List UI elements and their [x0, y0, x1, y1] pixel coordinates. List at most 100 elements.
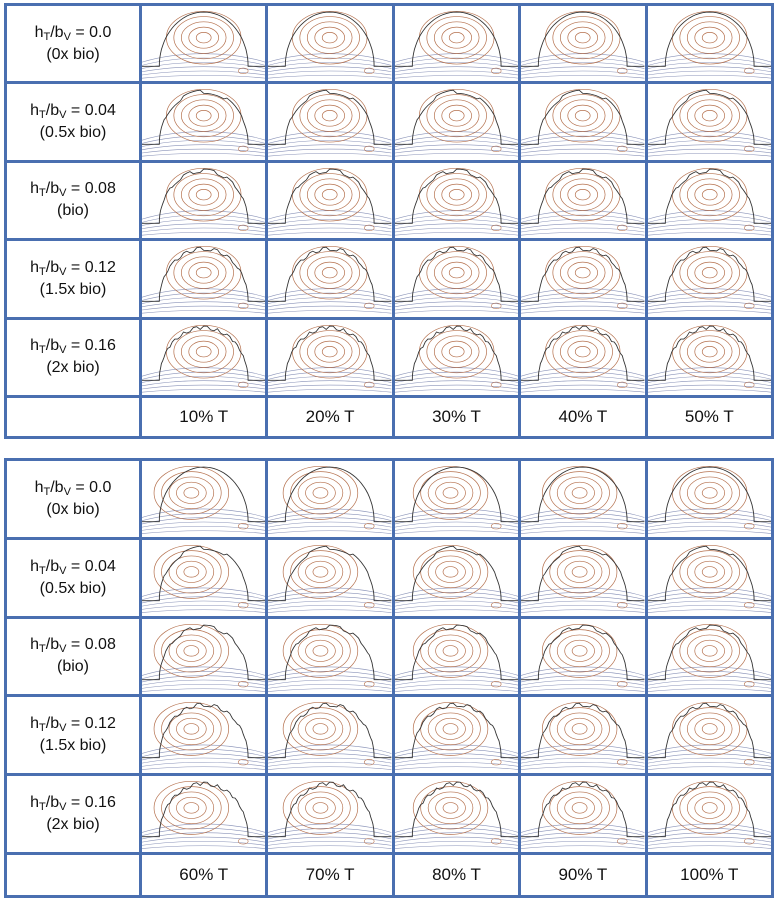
vortex-contour [545, 246, 621, 300]
secondary-vortex [237, 759, 249, 766]
vortex-contour [166, 167, 242, 222]
vortex-contour [679, 16, 740, 60]
flow-field-plot [394, 776, 519, 852]
outer-streamline [647, 227, 771, 233]
vortex-contour [313, 802, 329, 814]
vortex-contour [694, 340, 725, 363]
body-wall-outline [268, 624, 392, 680]
row-label-part: T [39, 187, 46, 200]
vortex-contour [426, 173, 487, 216]
outer-streamline [142, 223, 266, 229]
column-label: 10% T [142, 398, 266, 436]
bottom-figure-panel: hT/bV = 0.0 (0x bio) hT/bV = 0.04 (0.5x bio… [4, 458, 774, 898]
vortex-contour [435, 718, 466, 741]
vortex-contour [441, 340, 472, 363]
outer-streamline [521, 70, 645, 76]
outer-streamline [394, 596, 519, 603]
secondary-vortex [364, 146, 375, 153]
outer-streamline [394, 530, 519, 534]
outer-streamline [521, 845, 645, 850]
outer-streamline [521, 670, 645, 679]
secondary-vortex [364, 680, 375, 687]
outer-streamline [142, 841, 266, 846]
row-label-part: h [30, 794, 40, 812]
row-label-part: T [39, 564, 46, 577]
outer-streamline [394, 845, 519, 850]
flow-field-plot [268, 776, 392, 852]
outer-streamline [647, 305, 771, 311]
vortex-contour [166, 89, 242, 143]
row-label-part: = 0.04 [66, 557, 116, 575]
outer-streamline [521, 530, 645, 534]
vortex-contour [545, 10, 621, 65]
outer-streamline [647, 388, 771, 393]
row-label-description: (0.5x bio) [39, 579, 107, 597]
row-label-ratio: hT/bV = 0.16 [30, 792, 116, 814]
row-label-part: h [30, 557, 40, 575]
vortex-contour [671, 89, 747, 143]
body-wall-outline [521, 624, 645, 680]
vortex-contour [183, 487, 200, 499]
body-wall-outline [647, 246, 771, 302]
outer-streamline [142, 766, 266, 771]
outer-streamline [142, 380, 266, 386]
row-label-description: (bio) [56, 658, 89, 676]
outer-streamline [268, 223, 392, 229]
outer-streamline [647, 136, 771, 145]
outer-streamline [268, 766, 392, 771]
row-label-part: h [30, 102, 40, 120]
flow-field-plot [394, 697, 519, 774]
vortex-contour [173, 173, 234, 216]
row-label: hT/bV = 0.04 (0.5x bio) [7, 539, 139, 616]
body-wall-outline [394, 11, 519, 67]
streamline-plot-svg [268, 781, 392, 850]
vortex-contour [435, 797, 466, 819]
outer-streamline [268, 591, 392, 600]
vortex-contour [290, 786, 352, 830]
row-label-part: V [59, 564, 67, 577]
outer-streamline [268, 526, 392, 531]
outer-streamline [521, 214, 645, 223]
vortex-contour [701, 565, 718, 578]
outer-streamline [647, 66, 771, 73]
streamline-plot-svg [521, 781, 645, 850]
vortex-contour [694, 26, 725, 49]
outer-streamline [394, 310, 519, 314]
row-label-description: (0.5x bio) [39, 124, 107, 142]
outer-streamline [521, 591, 645, 600]
vortex-contour [701, 345, 718, 357]
flow-field-plot [521, 6, 645, 82]
outer-streamline [142, 753, 266, 761]
row-label-part: /b [45, 258, 60, 276]
vortex-contour [545, 324, 621, 378]
outer-streamline [142, 231, 266, 236]
vortex-contour [567, 26, 599, 49]
vortex-contour [298, 555, 344, 588]
vortex-contour [433, 178, 480, 211]
outer-streamline [521, 375, 645, 383]
outer-streamline [142, 679, 266, 686]
column-label: 80% T [394, 855, 519, 895]
streamline-plot-svg [521, 544, 645, 613]
outer-streamline [394, 297, 519, 305]
vortex-contour [313, 644, 329, 657]
streamline-plot-svg [394, 544, 519, 613]
column-label: 70% T [268, 855, 392, 895]
outer-streamline [647, 521, 771, 528]
body-wall-outline [268, 168, 392, 224]
secondary-vortex [364, 523, 375, 530]
outer-streamline [521, 762, 645, 768]
outer-streamline [647, 231, 771, 236]
vortex-contour [173, 16, 234, 60]
row-label-part: = 0.0 [70, 478, 112, 496]
streamline-plot-svg [142, 246, 266, 314]
vortex-contour [168, 476, 215, 510]
flow-field-plot [521, 539, 645, 616]
outer-streamline [647, 679, 771, 686]
outer-streamline [394, 749, 519, 758]
vortex-contour [686, 21, 733, 54]
vortex-contour [560, 178, 606, 211]
outer-streamline [647, 301, 771, 308]
vortex-contour [435, 639, 466, 662]
body-wall-outline [142, 246, 266, 302]
